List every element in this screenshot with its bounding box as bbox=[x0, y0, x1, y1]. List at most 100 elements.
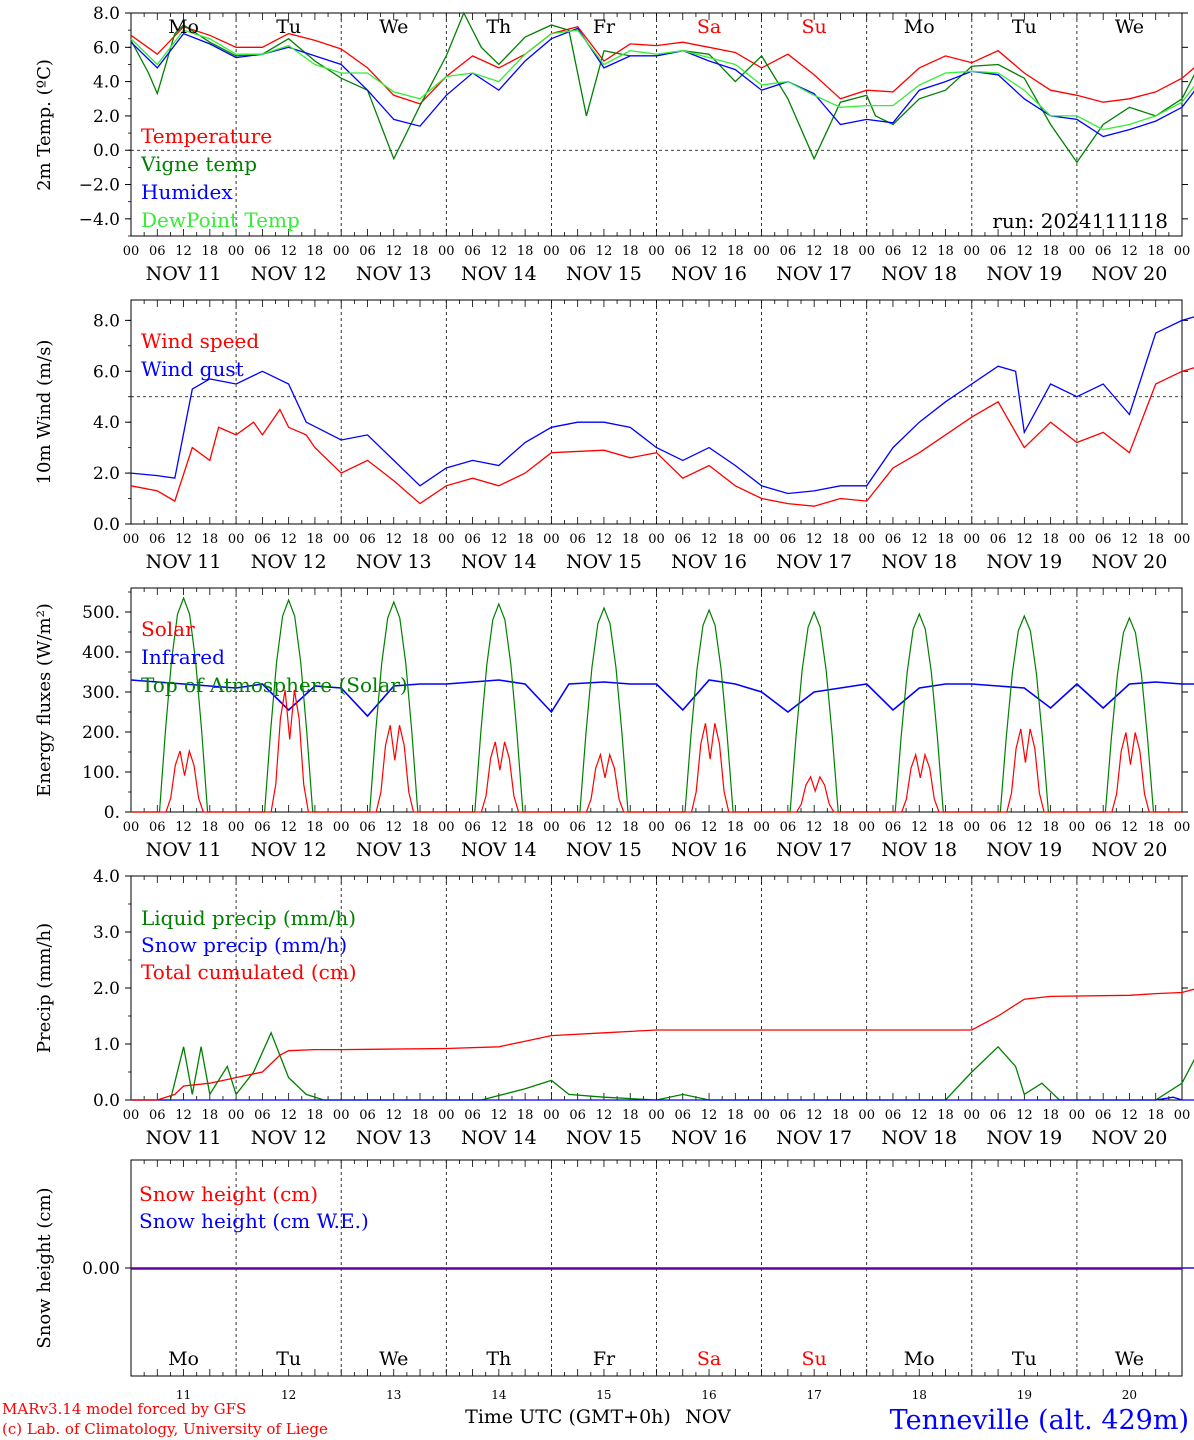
hour-tick-label: 00 bbox=[228, 244, 245, 259]
day-number-label: 17 bbox=[807, 1388, 822, 1402]
date-label: NOV 11 bbox=[146, 263, 222, 285]
hour-tick-label: 12 bbox=[385, 244, 402, 259]
hour-tick-label: 00 bbox=[438, 532, 455, 547]
hour-tick-label: 06 bbox=[149, 244, 166, 259]
hour-tick-label: 18 bbox=[937, 820, 954, 835]
hour-tick-label: 00 bbox=[1069, 820, 1086, 835]
date-label: NOV 16 bbox=[671, 839, 747, 861]
date-label: NOV 19 bbox=[986, 839, 1062, 861]
hour-tick-label: 12 bbox=[596, 1108, 613, 1123]
day-number-label: 18 bbox=[912, 1388, 927, 1402]
hour-tick-label: 18 bbox=[1042, 532, 1059, 547]
panel-wind: 0.0 2.0 4.0 6.0 8.0 10m Wind (m/s) 00 06 12 18 NOV… bbox=[34, 299, 1194, 573]
date-label: NOV 18 bbox=[881, 551, 957, 573]
hour-tick-label: 12 bbox=[911, 532, 928, 547]
day-number-label: 16 bbox=[701, 1388, 716, 1402]
date-label: NOV 18 bbox=[881, 263, 957, 285]
hour-tick-label: 00 bbox=[648, 820, 665, 835]
hour-tick-label: 00 bbox=[228, 532, 245, 547]
panel-temp: −4.0 −2.0 0.0 2.0 4.0 6.0 8.0 2m Temp. (ºC) 00 06… bbox=[34, 4, 1194, 285]
run-label: run: 2024111118 bbox=[992, 209, 1168, 233]
weekday-label: Mo bbox=[168, 1348, 199, 1370]
hour-tick-label: 18 bbox=[1147, 820, 1164, 835]
y-tick-label: −4.0 bbox=[79, 210, 120, 230]
hour-tick-label: 06 bbox=[780, 244, 797, 259]
hour-tick-label: 12 bbox=[596, 532, 613, 547]
weekday-label: Tu bbox=[276, 16, 301, 38]
hour-tick-label: 06 bbox=[254, 820, 271, 835]
y-axis-label: Precip (mm/h) bbox=[34, 923, 55, 1053]
hour-tick-label: 00 bbox=[123, 532, 140, 547]
credit-line: MARv3.14 model forced by GFS bbox=[2, 1400, 246, 1418]
y-tick-label: −2.0 bbox=[79, 176, 120, 196]
weekday-label: Mo bbox=[168, 16, 199, 38]
hour-tick-label: 00 bbox=[543, 532, 560, 547]
hour-tick-label: 06 bbox=[464, 820, 481, 835]
hour-tick-label: 06 bbox=[149, 820, 166, 835]
hour-tick-label: 12 bbox=[1016, 1108, 1033, 1123]
hour-tick-label: 12 bbox=[491, 820, 508, 835]
hour-tick-label: 00 bbox=[1069, 244, 1086, 259]
x-axis-month: NOV bbox=[685, 1406, 731, 1428]
hour-tick-label: 06 bbox=[254, 244, 271, 259]
date-label: NOV 17 bbox=[776, 263, 852, 285]
hour-tick-label: 00 bbox=[858, 532, 875, 547]
hour-tick-label: 18 bbox=[727, 820, 744, 835]
y-tick-label: 4.0 bbox=[93, 73, 120, 93]
hour-tick-label: 06 bbox=[149, 1108, 166, 1123]
y-tick-label: 200. bbox=[82, 723, 120, 743]
hour-tick-label: 18 bbox=[412, 532, 429, 547]
hour-tick-label: 06 bbox=[1095, 532, 1112, 547]
day-number-label: 14 bbox=[491, 1388, 507, 1402]
day-number-label: 11 bbox=[176, 1388, 191, 1402]
hour-tick-label: 12 bbox=[701, 532, 718, 547]
hour-tick-label: 00 bbox=[123, 244, 140, 259]
hour-tick-label: 06 bbox=[780, 820, 797, 835]
hour-tick-label: 12 bbox=[596, 244, 613, 259]
weekday-label: Sa bbox=[697, 16, 721, 38]
hour-tick-label: 06 bbox=[359, 820, 376, 835]
hour-tick-label: 00 bbox=[858, 1108, 875, 1123]
date-label: NOV 20 bbox=[1092, 551, 1168, 573]
hour-tick-label: 12 bbox=[1016, 532, 1033, 547]
hour-tick-label: 18 bbox=[622, 820, 639, 835]
hour-tick-label: 18 bbox=[412, 820, 429, 835]
hour-tick-label: 00 bbox=[648, 244, 665, 259]
hour-tick-label: 06 bbox=[990, 532, 1007, 547]
hour-tick-label: 12 bbox=[175, 1108, 192, 1123]
hour-tick-label: 06 bbox=[990, 244, 1007, 259]
plot-frame bbox=[130, 299, 1183, 525]
date-label: NOV 16 bbox=[671, 1127, 747, 1149]
series-line-wind-speed bbox=[130, 367, 1194, 507]
weekday-label: We bbox=[1115, 1348, 1144, 1370]
panel-precip: 0.0 1.0 2.0 3.0 4.0 Precip (mm/h) 00 06 12 18 NOV … bbox=[34, 867, 1194, 1149]
hour-tick-label: 06 bbox=[464, 532, 481, 547]
legend-item: Liquid precip (mm/h) bbox=[141, 906, 356, 930]
hour-tick-label: 06 bbox=[780, 1108, 797, 1123]
hour-tick-label: 18 bbox=[307, 820, 324, 835]
hour-tick-label: 00 bbox=[753, 532, 770, 547]
hour-tick-label: 18 bbox=[1147, 244, 1164, 259]
hour-tick-label: 12 bbox=[280, 244, 297, 259]
date-label: NOV 13 bbox=[356, 1127, 432, 1149]
hour-tick-label: 12 bbox=[175, 532, 192, 547]
date-label: NOV 13 bbox=[356, 551, 432, 573]
hour-tick-label: 00 bbox=[964, 244, 981, 259]
hour-tick-label: 06 bbox=[569, 532, 586, 547]
hour-tick-label: 12 bbox=[1121, 532, 1138, 547]
hour-tick-label: 00 bbox=[333, 820, 350, 835]
hour-tick-label: 18 bbox=[727, 1108, 744, 1123]
hour-tick-label: 00 bbox=[753, 1108, 770, 1123]
weekday-label: Mo bbox=[904, 16, 935, 38]
y-axis-label: 10m Wind (m/s) bbox=[34, 340, 55, 485]
hour-tick-label: 12 bbox=[911, 820, 928, 835]
hour-tick-label: 00 bbox=[1069, 1108, 1086, 1123]
weekday-label: Sa bbox=[697, 1348, 721, 1370]
hour-tick-label: 06 bbox=[254, 532, 271, 547]
hour-tick-label: 18 bbox=[937, 1108, 954, 1123]
hour-tick-label: 12 bbox=[385, 820, 402, 835]
hour-tick-label: 18 bbox=[1042, 244, 1059, 259]
hour-tick-label: 18 bbox=[832, 532, 849, 547]
legend-item: Humidex bbox=[141, 180, 233, 204]
